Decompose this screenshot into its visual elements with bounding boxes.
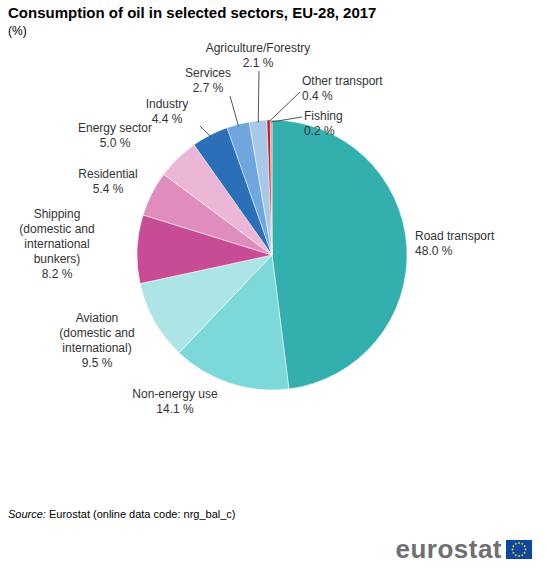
svg-text:Energy sector5.0 %: Energy sector5.0 % xyxy=(78,121,152,150)
svg-text:Agriculture/Forestry2.1 %: Agriculture/Forestry2.1 % xyxy=(206,41,311,70)
html-text:eurostat: eurostat xyxy=(395,534,502,564)
svg-text:Residential5.4 %: Residential5.4 % xyxy=(78,167,137,196)
svg-text:Non-energy use14.1 %: Non-energy use14.1 % xyxy=(132,387,218,416)
svg-text:Other transport0.4 %: Other transport0.4 % xyxy=(302,74,383,103)
svg-text:Fishing0.2 %: Fishing0.2 % xyxy=(304,109,343,138)
svg-text:Aviation(domestic andinternati: Aviation(domestic andinternational)9.5 % xyxy=(59,311,134,370)
svg-text:Services2.7 %: Services2.7 % xyxy=(185,66,231,95)
svg-text:Road transport48.0 %: Road transport48.0 % xyxy=(415,229,495,258)
html-text:Source: Eurostat (online data: Source: Eurostat (online data code: nrg_… xyxy=(8,508,236,520)
svg-text:Shipping(domestic andinternati: Shipping(domestic andinternationalbunker… xyxy=(19,207,94,281)
svg-text:Industry4.4 %: Industry4.4 % xyxy=(146,97,189,126)
html-text:Consumption of oil in selected: Consumption of oil in selected sectors, … xyxy=(8,4,377,21)
